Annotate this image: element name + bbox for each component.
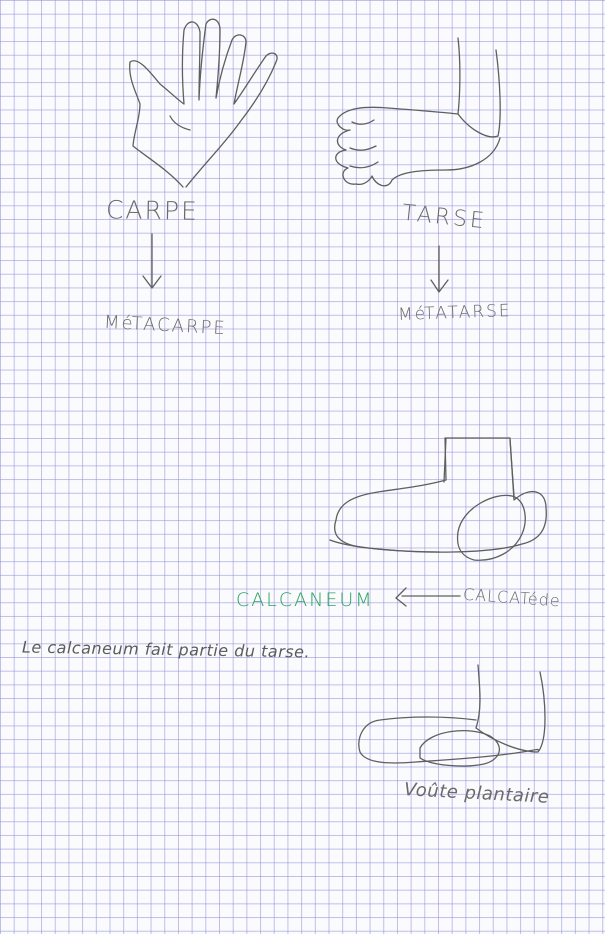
label-calcaneum: CALCANEUM (236, 589, 374, 611)
arch-foot-drawing (358, 664, 546, 767)
left-arrow (395, 587, 461, 607)
label-carpe: CARPE (105, 195, 200, 226)
shoe-drawing (329, 437, 547, 561)
down-arrows (142, 233, 449, 293)
hand-drawing (129, 18, 278, 188)
foot-toes-drawing (335, 37, 501, 187)
label-metatarse: MéTATARSE (397, 301, 512, 325)
